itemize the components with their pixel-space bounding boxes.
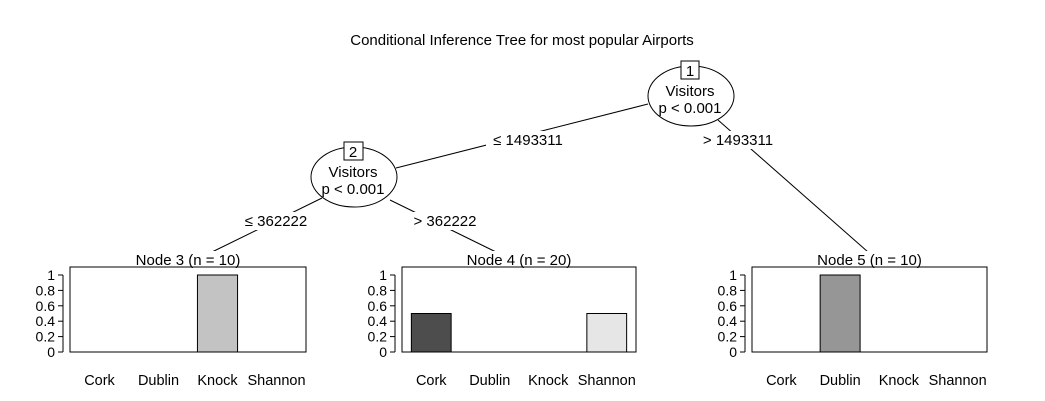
bar-knock (196, 274, 239, 353)
y-tick-label: 0 (729, 344, 737, 360)
edge-label-1-5: > 1493311 (703, 132, 773, 149)
y-tick-label: 0 (379, 344, 387, 360)
category-label-knock: Knock (197, 373, 238, 389)
y-tick-label: 0.2 (368, 329, 388, 345)
bar-dublin (819, 274, 861, 353)
y-tick-label: 0.8 (718, 282, 738, 298)
y-tick-label: 0.4 (368, 313, 388, 329)
category-label-cork: Cork (84, 373, 115, 389)
y-tick-label: 1 (379, 267, 387, 283)
inner-node-2: 2 Visitors p < 0.001 (310, 141, 398, 208)
node-pvalue-label: p < 0.001 (322, 181, 385, 198)
node-variable-label: Visitors (329, 164, 378, 181)
y-tick-label: 0.8 (368, 282, 388, 298)
terminal-node-4-panel: Node 4 (n = 20) 00.20.40.60.81 Cork Dublin K… (368, 251, 637, 389)
y-tick-label: 0.6 (718, 298, 738, 314)
y-tick-label: 0.2 (718, 329, 738, 345)
panel-frame (69, 266, 307, 353)
y-tick-label: 1 (729, 267, 737, 283)
y-tick-label: 0.8 (36, 282, 56, 298)
diagram-title: Conditional Inference Tree for most popu… (350, 32, 694, 49)
category-label-knock: Knock (528, 373, 569, 389)
terminal-node-title: Node 3 (n = 10) (136, 252, 241, 269)
category-label-dublin: Dublin (138, 373, 179, 389)
y-tick-label: 0.2 (36, 329, 56, 345)
category-label-cork: Cork (416, 373, 447, 389)
bar-shannon (586, 313, 628, 353)
category-label-shannon: Shannon (247, 373, 305, 389)
category-label-cork: Cork (766, 373, 797, 389)
bar-cork (410, 313, 452, 353)
terminal-node-title: Node 5 (n = 10) (817, 252, 922, 269)
category-label-shannon: Shannon (578, 373, 636, 389)
edge-label-2-4: > 362222 (414, 213, 477, 230)
y-tick-label: 1 (47, 267, 55, 283)
y-tick-label: 0 (47, 344, 55, 360)
terminal-node-5-panel: Node 5 (n = 10) 00.20.40.60.81 Cork Dublin K… (718, 251, 988, 389)
node-variable-label: Visitors (666, 83, 715, 100)
category-label-dublin: Dublin (820, 373, 861, 389)
terminal-node-3-panel: Node 3 (n = 10) 00.20.40.60.81 Cork Dublin K… (36, 251, 307, 389)
node-id-label: 1 (686, 63, 694, 80)
y-tick-label: 0.6 (368, 298, 388, 314)
y-tick-label: 0.4 (36, 313, 56, 329)
category-label-knock: Knock (879, 373, 920, 389)
terminal-node-title: Node 4 (n = 20) (467, 252, 572, 269)
panel-frame (401, 266, 637, 353)
node-id-label: 2 (349, 144, 357, 161)
edge-label-2-3: ≤ 362222 (245, 213, 307, 230)
category-label-dublin: Dublin (469, 373, 510, 389)
node-pvalue-label: p < 0.001 (659, 100, 722, 117)
panel-frame (751, 266, 988, 353)
category-label-shannon: Shannon (929, 373, 987, 389)
inner-node-1: 1 Visitors p < 0.001 (647, 60, 735, 127)
y-tick-label: 0.6 (36, 298, 56, 314)
edge-label-1-2: ≤ 1493311 (493, 132, 563, 149)
y-tick-label: 0.4 (718, 313, 738, 329)
